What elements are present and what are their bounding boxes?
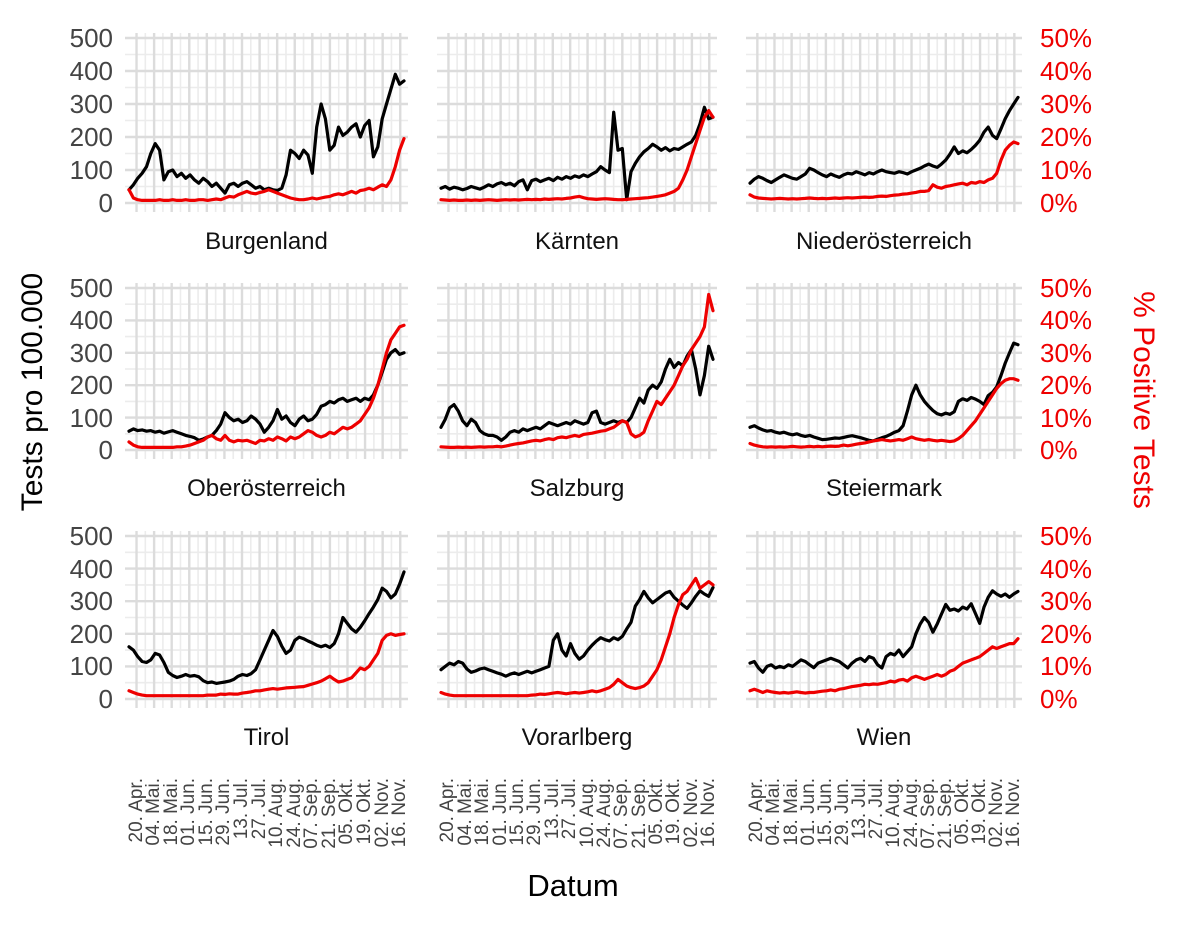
positivity-line xyxy=(127,136,406,202)
y-axis-left-tick-label: 300 xyxy=(69,586,113,617)
y-axis-right-tick-label: 0% xyxy=(1040,684,1078,714)
facet-title: Niederösterreich xyxy=(795,228,973,255)
tests-line xyxy=(127,570,406,685)
facet-title: Vorarlberg xyxy=(521,724,633,751)
positivity-line xyxy=(748,140,1020,201)
y-axis-right-tick-label: 50% xyxy=(1040,23,1093,53)
tests-line xyxy=(439,105,715,202)
x-axis-title: Datum xyxy=(527,868,619,903)
x-axis-tick-label: 16. Nov. xyxy=(698,778,720,848)
positivity-line xyxy=(127,632,406,698)
facet-panel-krnten xyxy=(437,33,717,212)
positivity-line xyxy=(439,576,715,698)
tests-line xyxy=(748,589,1020,674)
y-axis-left-tick-label: 100 xyxy=(69,402,113,433)
x-axis-tick-label: 16. Nov. xyxy=(389,778,411,848)
tests-line xyxy=(439,344,715,442)
y-axis-left-tick-label: 200 xyxy=(69,122,113,152)
y-axis-right-tick-label: 20% xyxy=(1040,618,1093,649)
y-axis-left-tick-label: 400 xyxy=(69,56,113,86)
y-axis-right-tick-label: 30% xyxy=(1040,89,1093,119)
y-axis-right-tick-label: 20% xyxy=(1040,122,1093,152)
y-axis-left-tick-label: 400 xyxy=(69,553,113,584)
tests-line xyxy=(439,585,715,678)
y-axis-left-tick-label: 100 xyxy=(69,155,113,185)
y-axis-left-tick-label: 400 xyxy=(69,305,113,336)
facet-panel-niedersterreich xyxy=(746,33,1022,212)
y-axis-right-tick-label: 0% xyxy=(1040,435,1078,465)
y-axis-right-tick-label: 40% xyxy=(1040,56,1093,86)
facet-panel-burgenland xyxy=(125,33,408,212)
y-axis-left-tick-label: 500 xyxy=(69,273,113,303)
tests-line xyxy=(127,72,406,195)
facet-title: Oberösterreich xyxy=(187,475,346,502)
y-axis-right-tick-label: 20% xyxy=(1040,370,1093,401)
facet-panel-vorarlberg xyxy=(437,531,717,708)
facet-title: Wien xyxy=(856,724,912,751)
facet-panel-obersterreich xyxy=(125,283,408,459)
tests-line xyxy=(127,347,406,442)
y-axis-left-tick-label: 300 xyxy=(69,337,113,368)
facet-title: Burgenland xyxy=(205,228,328,255)
positivity-line xyxy=(439,108,715,202)
positivity-line xyxy=(127,323,406,449)
facet-title: Kärnten xyxy=(534,228,620,255)
y-axis-left-tick-label: 300 xyxy=(69,89,113,119)
y-axis-right-tick-label: 0% xyxy=(1040,188,1078,218)
y-axis-right-tick-label: 40% xyxy=(1040,305,1093,336)
facet-title: Salzburg xyxy=(529,475,625,502)
positivity-line xyxy=(748,377,1020,449)
facet-title: Tirol xyxy=(243,724,290,751)
x-axis-tick-label: 16. Nov. xyxy=(1003,778,1025,848)
y-axis-right-tick-label: 30% xyxy=(1040,586,1093,617)
positivity-line xyxy=(748,637,1020,695)
y-axis-right-tick-label: 10% xyxy=(1040,651,1093,682)
tests-line xyxy=(748,95,1020,185)
y-axis-left-tick-label: 500 xyxy=(69,23,113,53)
positivity-line xyxy=(439,292,715,449)
facet-panel-steiermark xyxy=(746,283,1022,459)
y-axis-right-tick-label: 50% xyxy=(1040,273,1093,303)
y-axis-right-tick-label: 40% xyxy=(1040,553,1093,584)
facet-panel-salzburg xyxy=(437,283,717,459)
y-axis-left-tick-label: 500 xyxy=(69,521,113,551)
y-axis-right-tick-label: 30% xyxy=(1040,337,1093,368)
y-axis-left-tick-label: 0 xyxy=(98,188,113,218)
y-axis-left-tick-label: 0 xyxy=(98,684,113,714)
tests-line xyxy=(748,341,1020,443)
y-axis-left-tick-label: 200 xyxy=(69,618,113,649)
y-axis-right-title: % Positive Tests xyxy=(1127,291,1160,509)
y-axis-right-tick-label: 50% xyxy=(1040,521,1093,551)
y-axis-right-tick-label: 10% xyxy=(1040,155,1093,185)
y-axis-left-tick-label: 200 xyxy=(69,370,113,401)
facet-title: Steiermark xyxy=(825,475,943,502)
facet-panel-tirol xyxy=(125,531,408,708)
facet-panel-wien xyxy=(746,531,1022,708)
y-axis-left-tick-label: 100 xyxy=(69,651,113,682)
y-axis-left-tick-label: 0 xyxy=(98,435,113,465)
y-axis-right-tick-label: 10% xyxy=(1040,402,1093,433)
